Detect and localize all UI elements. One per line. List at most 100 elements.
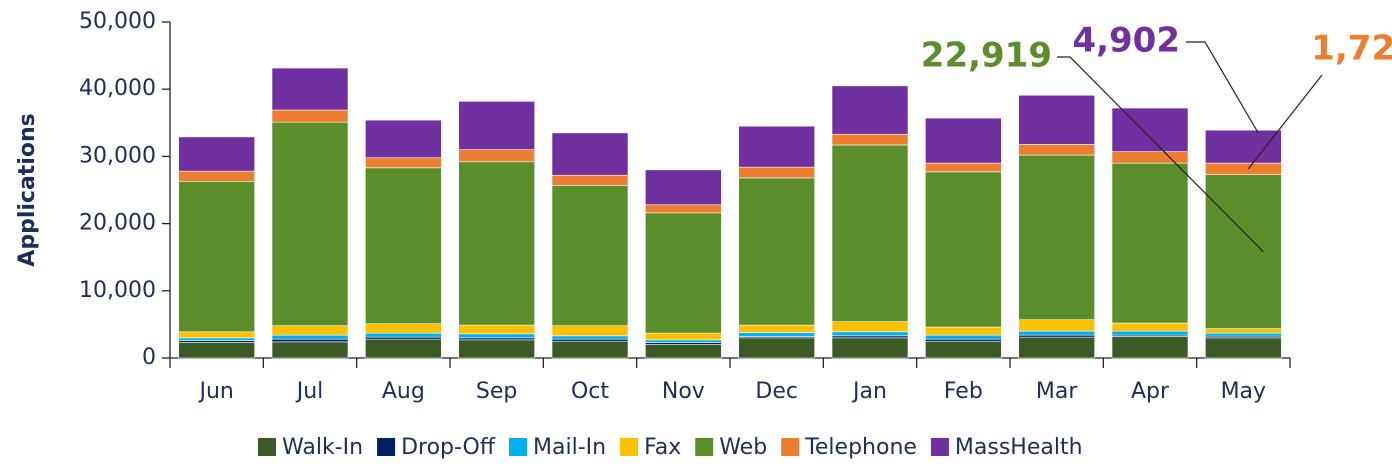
bar-segment — [271, 67, 349, 111]
x-tick-label: Dec — [755, 379, 798, 404]
legend-swatch — [258, 438, 276, 456]
bar-segment — [271, 341, 349, 359]
bar-segment — [178, 342, 255, 359]
bar-segment — [1205, 337, 1282, 359]
leader-line — [1247, 74, 1323, 170]
bar-segment — [1111, 151, 1189, 164]
bar-segment — [271, 121, 349, 327]
legend-label: Mail-In — [533, 435, 606, 460]
y-axis-label: Applications — [15, 113, 40, 266]
bar-segment — [365, 119, 442, 159]
bar-segment — [365, 332, 442, 338]
bar-segment — [831, 337, 909, 359]
bar-segment — [645, 169, 722, 206]
x-tick-label: Feb — [944, 379, 983, 404]
x-tick-label: Jun — [197, 379, 233, 404]
x-tick-label: Oct — [571, 379, 609, 404]
bar-segment — [831, 321, 909, 333]
bar-segment — [831, 133, 909, 146]
bar-segment — [271, 325, 349, 336]
bar-segment — [1111, 336, 1189, 359]
bar-segment — [738, 125, 815, 168]
bar-segment — [925, 334, 1002, 340]
bar-segment — [925, 171, 1002, 328]
bar-segment — [1018, 94, 1095, 145]
bar-segment — [458, 333, 535, 339]
bar-segment — [831, 85, 909, 135]
bar-segment — [1018, 144, 1095, 156]
bar-segment — [925, 338, 1002, 342]
bar-segment — [458, 149, 535, 163]
bar-segment — [645, 342, 722, 345]
y-tick-label: 0 — [142, 345, 156, 370]
x-tick-label: Nov — [662, 379, 705, 404]
y-tick-label: 40,000 — [79, 76, 156, 101]
legend-swatch — [930, 438, 949, 456]
bar-segment — [365, 338, 442, 359]
bar-segment — [738, 177, 815, 326]
bar-segment — [365, 336, 442, 340]
bar-segment — [551, 132, 629, 176]
bar-segment — [178, 170, 255, 182]
bar-segment — [925, 340, 1002, 359]
y-tick-label: 30,000 — [79, 143, 156, 168]
leader-line — [1186, 41, 1259, 134]
legend-swatch — [695, 438, 714, 456]
bar-segment — [551, 335, 629, 340]
bar-segment — [271, 338, 349, 343]
bar-segment — [1018, 334, 1095, 338]
bar-segment — [271, 109, 349, 123]
bar-segment — [551, 338, 629, 342]
bar-segment — [645, 212, 722, 334]
bar-segment — [1111, 107, 1189, 152]
x-tick-label: Mar — [1036, 379, 1078, 404]
x-tick-label: Aug — [382, 379, 425, 404]
bar-segment — [365, 157, 442, 169]
bar-segment — [458, 337, 535, 341]
x-tick-label: Jan — [851, 379, 887, 404]
bar-segment — [1205, 129, 1282, 164]
bar-segment — [458, 339, 535, 359]
bar-segment — [458, 100, 535, 150]
legend-swatch — [509, 438, 528, 456]
legend: Walk-In Drop-Off Mail-In Fax Web Telephone Mas… — [258, 435, 1083, 460]
legend-label: Telephone — [804, 435, 917, 460]
bar-segment — [831, 335, 909, 339]
legend-label: Web — [719, 435, 767, 460]
y-tick-label: 10,000 — [79, 278, 156, 303]
bar-segment — [1205, 328, 1282, 334]
bar-segment — [1205, 174, 1282, 330]
bar-segment — [738, 337, 815, 359]
bar-segment — [738, 332, 815, 337]
bar-segment — [925, 326, 1002, 336]
value-label: 22,919 — [921, 36, 1052, 76]
y-tick-label: 20,000 — [79, 211, 156, 236]
bar-segment — [1018, 336, 1095, 359]
bar-segment — [831, 331, 909, 337]
bar-segment — [1111, 330, 1189, 336]
bar-segment — [271, 334, 349, 340]
bar-segment — [551, 184, 629, 327]
bar-segment — [1018, 154, 1095, 320]
bar-segment — [1018, 319, 1095, 332]
legend-label: MassHealth — [955, 435, 1083, 460]
bar-segment — [925, 117, 1002, 164]
x-tick-label: Jul — [295, 379, 324, 404]
leader-line — [1057, 56, 1264, 253]
bar-segment — [458, 324, 535, 335]
bar-segment — [925, 162, 1002, 173]
bar-segment — [458, 161, 535, 326]
bar-segment — [1111, 162, 1189, 324]
bar-segment — [178, 337, 255, 341]
legend-label: Fax — [644, 435, 681, 460]
legend-label: Drop-Off — [401, 435, 496, 460]
legend-swatch — [781, 438, 800, 456]
value-label: 1,722 — [1311, 29, 1392, 69]
bar-segment — [645, 204, 722, 214]
bar-segment — [831, 144, 909, 323]
bar-segment — [551, 174, 629, 186]
bar-segment — [1018, 330, 1095, 336]
bar-segment — [645, 344, 722, 359]
legend-swatch — [620, 438, 639, 456]
